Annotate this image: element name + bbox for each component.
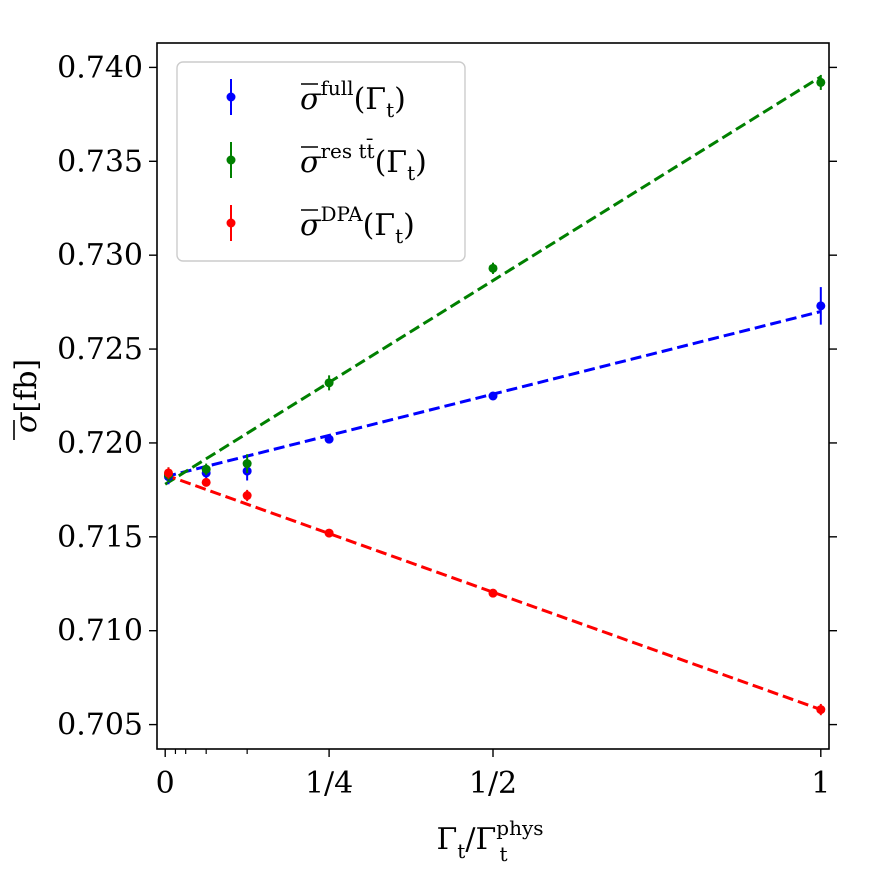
legend-label-2: σDPA(Γt) — [300, 202, 415, 248]
x-axis-label-gamma-phys: Γ — [475, 822, 496, 857]
legend-symbol: σ — [300, 82, 322, 117]
data-point — [163, 468, 173, 478]
legend-marker-1 — [226, 155, 236, 165]
data-point — [324, 528, 334, 538]
y-tick-label: 0.710 — [57, 614, 143, 649]
legend-symbol: σ — [300, 208, 322, 243]
data-point — [201, 477, 211, 487]
legend-arg: (Γ — [354, 82, 387, 117]
legend-box — [176, 61, 466, 262]
x-axis-label-phys-sup: phys — [496, 816, 543, 840]
x-axis-label-phys-sub: t — [500, 842, 508, 866]
x-axis-label: Γt/Γphys t — [436, 816, 543, 866]
fit-line-1 — [164, 75, 822, 486]
data-point — [242, 491, 252, 501]
x-axis-label-gamma: Γ — [436, 822, 457, 857]
x-tick-label: 1/4 — [305, 766, 353, 801]
y-tick-label: 0.730 — [57, 238, 143, 273]
data-point — [324, 378, 334, 388]
data-point — [324, 434, 334, 444]
data-point — [488, 588, 498, 598]
legend-close: ) — [394, 82, 406, 117]
data-point — [816, 301, 826, 311]
y-axis-label-symbol: σ — [9, 411, 44, 433]
legend-sup: DPA — [320, 202, 363, 226]
data-point — [816, 705, 826, 715]
x-tick-label: 1 — [811, 766, 830, 801]
legend-symbol: σ — [300, 145, 322, 180]
x-tick-label: 1/2 — [469, 766, 517, 801]
data-point — [816, 77, 826, 87]
y-tick-label: 0.705 — [57, 708, 143, 743]
y-tick-label: 0.740 — [57, 50, 143, 85]
data-point — [488, 391, 498, 401]
data-point — [201, 464, 211, 474]
data-points — [163, 74, 826, 716]
x-tick-label: 0 — [156, 766, 175, 801]
y-axis-label-unit: [fb] — [9, 359, 44, 413]
x-axis-label-slash: / — [465, 822, 476, 857]
legend-marker-2 — [226, 218, 236, 228]
fit-line-2 — [164, 473, 822, 711]
y-tick-label: 0.715 — [57, 520, 143, 555]
legend-close: ) — [403, 208, 415, 243]
y-axis-label: σ[fb] — [9, 359, 44, 433]
legend-marker-0 — [226, 92, 236, 102]
legend-sup: full — [320, 76, 353, 100]
legend-sub: t — [386, 98, 394, 122]
legend-sub: t — [395, 224, 403, 248]
y-tick-label: 0.725 — [57, 332, 143, 367]
legend-arg: (Γ — [375, 145, 408, 180]
legend-arg: (Γ — [363, 208, 396, 243]
data-point — [488, 263, 498, 273]
legend-label-1: σres tt̄(Γt) — [300, 138, 427, 185]
x-axis-label-sub: t — [457, 839, 465, 863]
y-tick-label: 0.735 — [57, 144, 143, 179]
legend-close: ) — [415, 145, 427, 180]
legend-label-0: σfull(Γt) — [300, 76, 406, 122]
y-tick-label: 0.720 — [57, 426, 143, 461]
axis-ticks: 0.705 0.710 0.715 0.720 0.725 0.730 0.735 0.740… — [57, 50, 837, 801]
legend: σfull(Γt)σres tt̄(Γt)σDPA(Γt) — [176, 61, 466, 262]
legend-sup: res tt̄ — [320, 138, 374, 163]
legend-sub: t — [407, 161, 415, 185]
data-point — [242, 459, 252, 469]
